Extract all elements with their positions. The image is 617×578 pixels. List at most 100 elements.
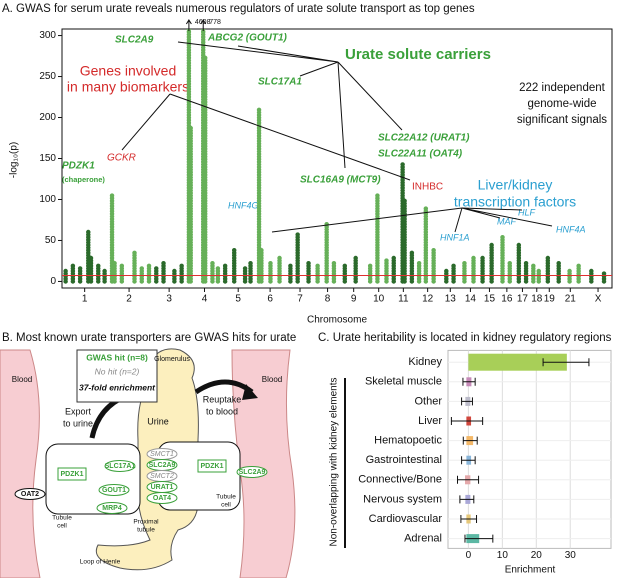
transporter [96, 502, 128, 514]
error-bar [450, 417, 484, 425]
annotation: SLC17A1 [258, 77, 302, 88]
annotation: HNF4A [556, 224, 586, 234]
annotation: SLC22A11 (OAT4) [378, 149, 463, 160]
label: Urine [147, 416, 169, 426]
x-tick-label: 3 [166, 294, 172, 305]
transporter-label: OAT4 [153, 495, 171, 502]
transporter [14, 488, 46, 500]
x-tick-label: 0 [466, 550, 472, 561]
error-bar [461, 397, 473, 406]
transporter-label: SMCT2 [150, 473, 174, 480]
y-tick-label: Other [414, 395, 442, 407]
x-axis-label: Chromosome [307, 315, 367, 326]
x-tick-label: 15 [484, 294, 496, 305]
y-tick-label: 300 [39, 30, 56, 41]
transporter [98, 484, 130, 496]
transporter [197, 459, 227, 473]
annotation: MAF [497, 216, 517, 226]
x-tick-label: 7 [297, 294, 303, 305]
offscale-arrow [200, 19, 207, 31]
error-bar [460, 515, 478, 523]
error-bar [462, 377, 476, 386]
label: Tubule [216, 494, 236, 501]
x-tick-label: 5 [235, 294, 241, 305]
error-bar [459, 495, 475, 504]
annotation: genome-wide [527, 98, 596, 110]
x-tick-label: 16 [501, 294, 513, 305]
label: Tubule [52, 515, 72, 522]
error-bar [464, 534, 494, 543]
annotation: SLC2A9 [115, 35, 154, 46]
panel-b-title: B. Most known urate transporters are GWA… [2, 332, 296, 344]
x-tick-label: 9 [351, 294, 357, 305]
annotation: ABCG2 (GOUT1) [207, 33, 288, 44]
y-tick-label: 100 [39, 194, 56, 205]
x-tick-label: X [595, 294, 602, 305]
transporter-label: SLC2A9 [239, 469, 266, 476]
y-tick-label: 150 [39, 153, 56, 164]
x-tick-label: 17 [517, 294, 529, 305]
transporter [104, 460, 136, 472]
y-tick-label: Connective/Bone [358, 474, 442, 486]
transporter [146, 492, 178, 504]
legend-hit: GWAS hit (n=8) [86, 352, 148, 362]
transporter-label: URAT1 [151, 484, 174, 491]
transporter-label: PDZK1 [201, 463, 224, 470]
y-tick-label: 200 [39, 112, 56, 123]
annotation: significant signals [517, 114, 607, 126]
annotation: Liver/kidney [478, 177, 553, 193]
transporter-label: OAT2 [21, 491, 39, 498]
label: to blood [206, 406, 238, 416]
label: cell [221, 502, 231, 509]
arrow-head [242, 384, 258, 400]
x-tick-label: 18 [531, 294, 543, 305]
annotation: SLC22A12 (URAT1) [378, 133, 470, 144]
y-tick-label: Hematopoetic [374, 435, 442, 447]
x-tick-label: 11 [398, 294, 409, 305]
y-tick-label: Cardiovascular [369, 513, 443, 525]
panel-a-title: A. GWAS for serum urate reveals numerous… [2, 3, 475, 15]
error-bar [461, 456, 476, 465]
label: Export [65, 406, 92, 416]
annotation: INHBC [412, 182, 443, 193]
annotation: Urate solute carriers [345, 46, 491, 63]
transporter-label: MRP4 [102, 505, 122, 512]
legend-enrichment: 37-fold enrichment [79, 382, 156, 392]
annotation: transcription factors [454, 194, 576, 210]
label: Blood [12, 375, 32, 384]
y-tick-label: 250 [39, 71, 56, 82]
panel-c-title: C. Urate heritability is located in kidn… [318, 332, 612, 344]
annotation: GCKR [107, 153, 136, 164]
x-tick-label: 10 [373, 294, 385, 305]
y-tick-label: 50 [45, 235, 57, 246]
error-bar [462, 436, 478, 445]
x-tick-label: 19 [544, 294, 556, 305]
label: tubule [137, 527, 155, 534]
annotation: 222 independent [519, 82, 605, 94]
label: Blood [262, 375, 282, 384]
annotation: HNF1A [440, 232, 470, 242]
x-axis-label: Enrichment [505, 565, 556, 576]
x-tick-label: 12 [422, 294, 434, 305]
offscale-arrow [185, 19, 192, 31]
y-tick-label: Skeletal muscle [365, 376, 442, 388]
y-tick-label: Gastrointestinal [366, 454, 442, 466]
panel-b: B. Most known urate transporters are GWA… [0, 332, 296, 578]
blood-left [0, 349, 41, 578]
y-tick-label: Liver [418, 415, 442, 427]
transporters: SLC17A1 PDZK1 OAT2 GOUT1 MRP4 SMCT1 SLC2A9 SMCT… [14, 448, 268, 514]
x-tick-label: 4 [202, 294, 208, 305]
transporter [236, 466, 268, 478]
x-tick-label: 13 [445, 294, 457, 305]
label: Reuptake [203, 394, 242, 404]
y-axis-label: -log₁₀(p) [9, 142, 20, 178]
transporter-label: SLC17A1 [105, 463, 136, 470]
x-tick-label: 2 [126, 294, 132, 305]
legend-nohit: No hit (n=2) [95, 366, 140, 376]
label: to urine [63, 418, 93, 428]
y-axis-label: Non-overlapping with kidney elements [329, 378, 340, 547]
x-tick-label: 21 [565, 294, 577, 305]
bar [468, 353, 567, 371]
points [63, 29, 607, 284]
